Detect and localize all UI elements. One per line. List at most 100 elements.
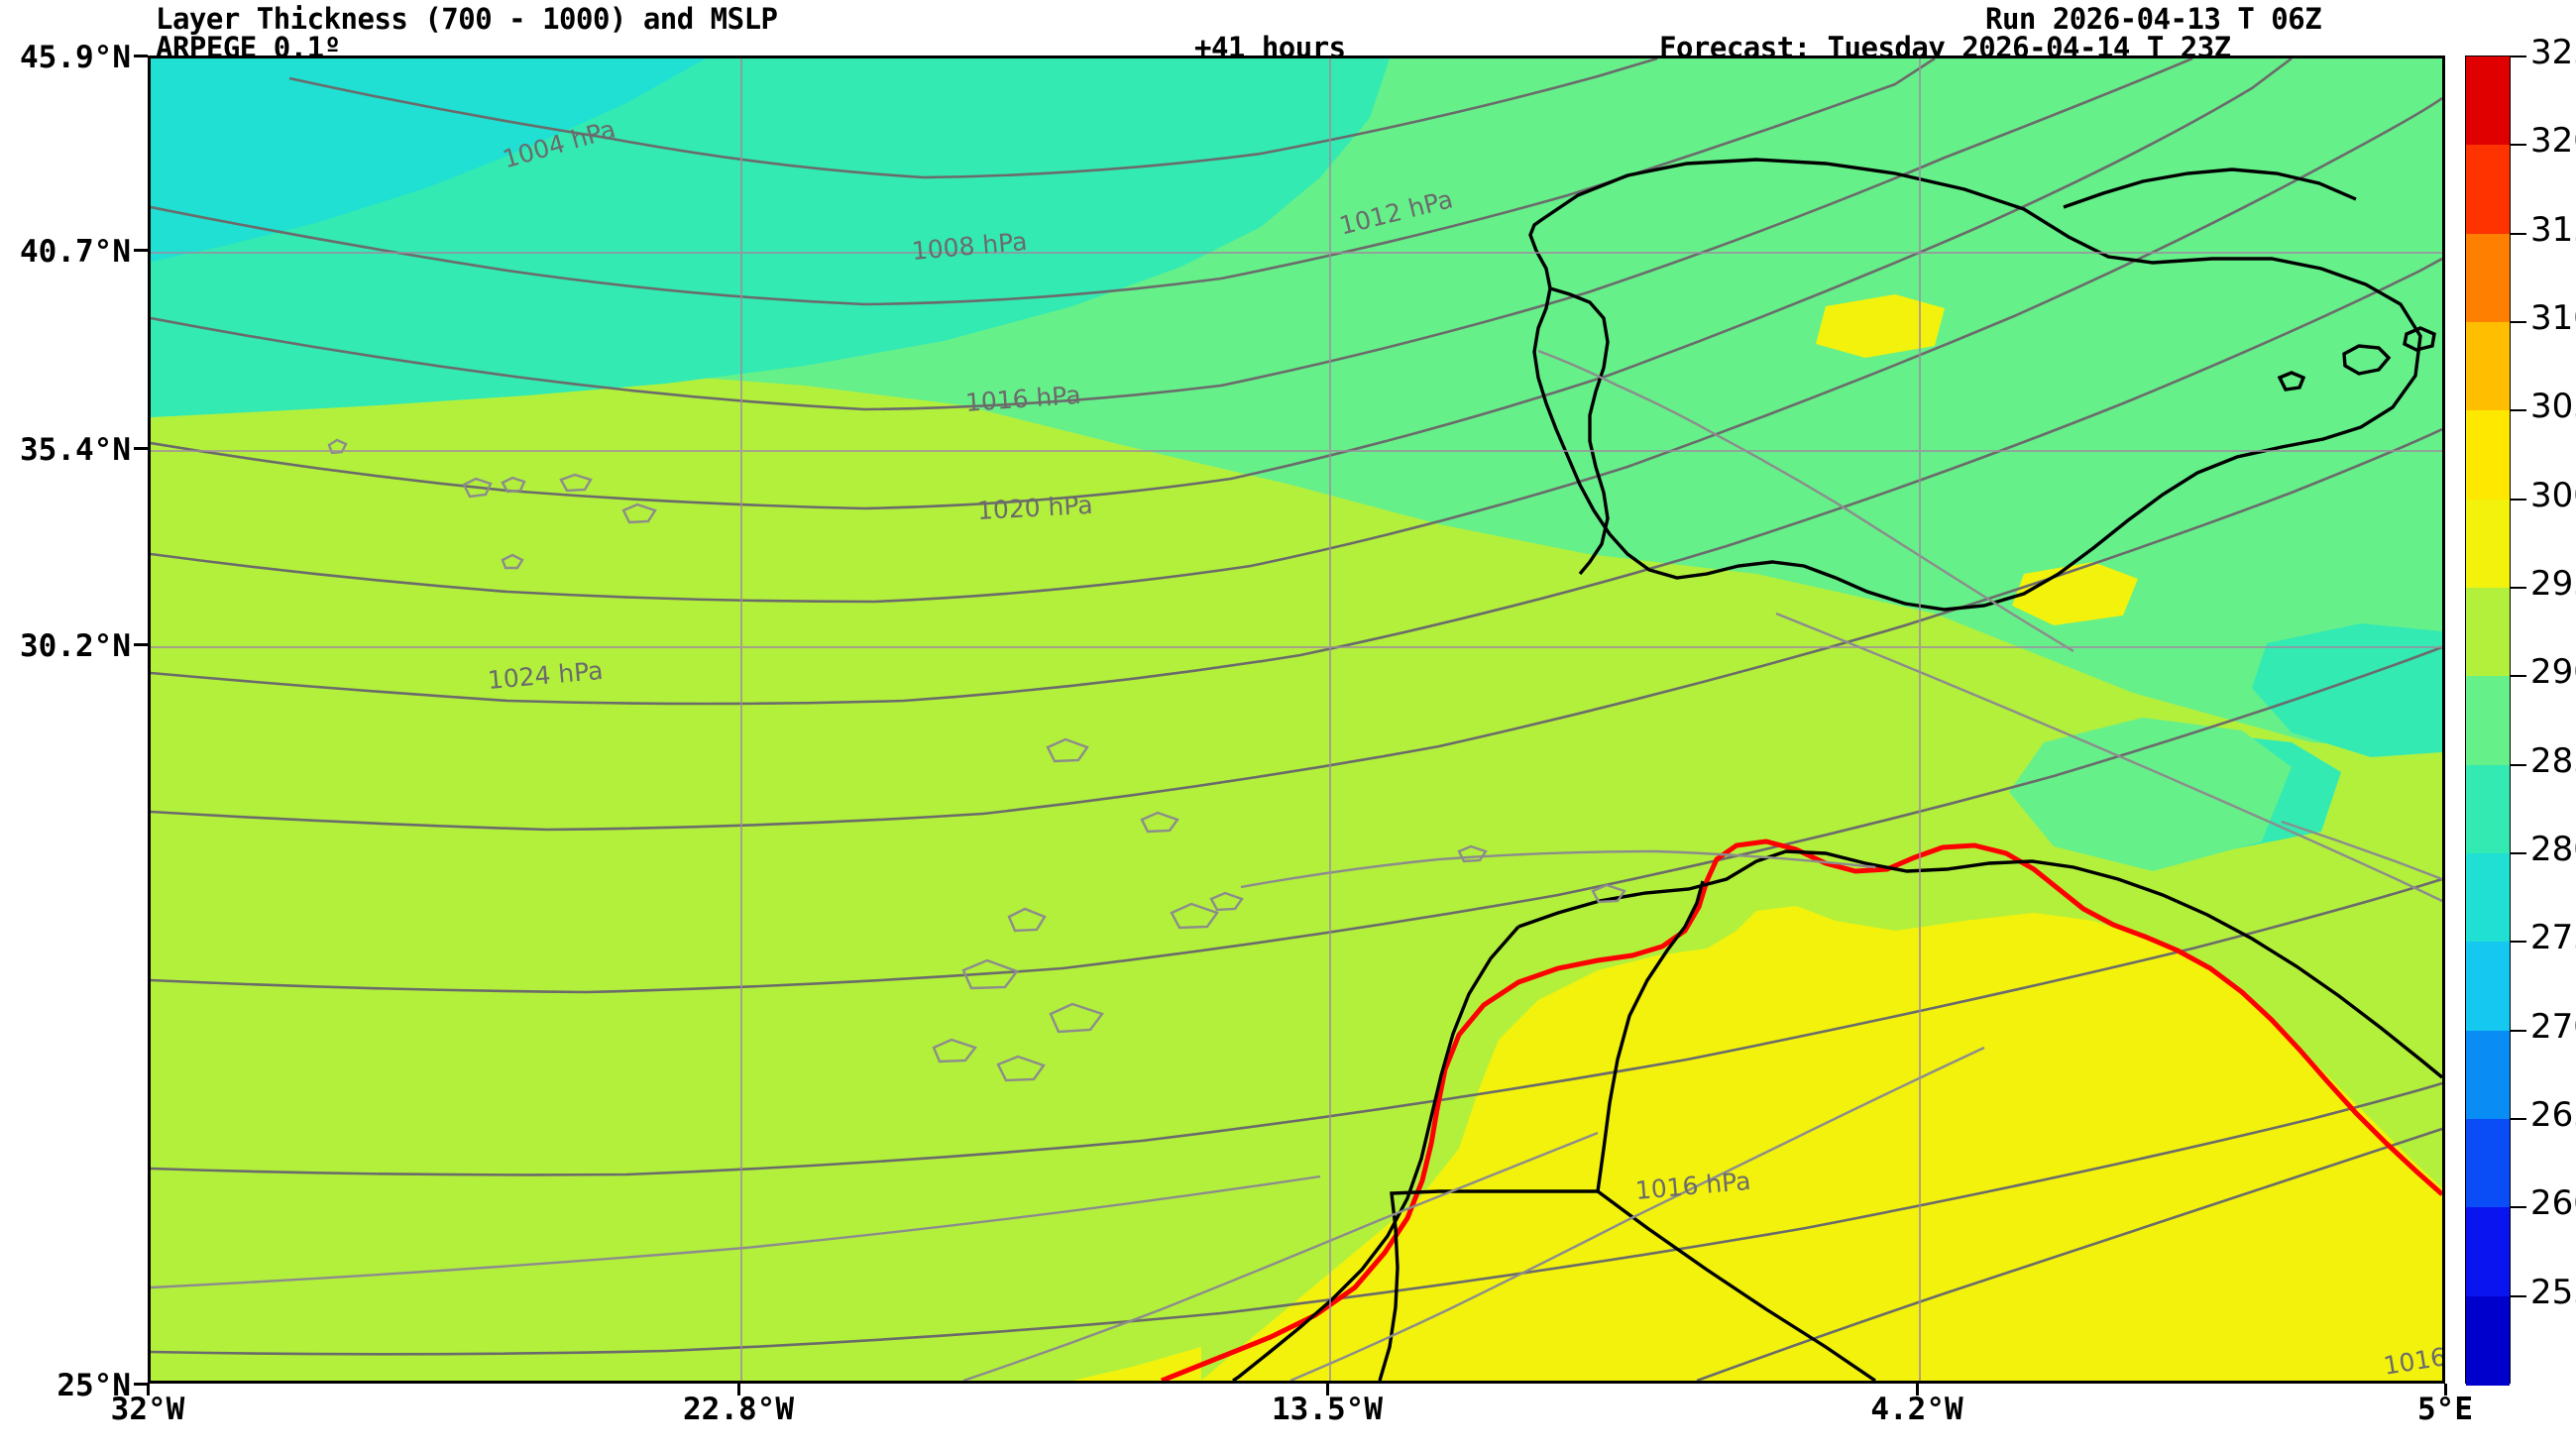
- lon-tick-mark: [737, 1384, 740, 1396]
- coast-morocco-atlantic: [1232, 925, 1520, 1381]
- coast-iberia: [1528, 158, 2422, 612]
- island-canary-6: [932, 1038, 977, 1063]
- colorbar-tick: [2511, 852, 2526, 854]
- colorbar-segment: [2466, 410, 2510, 501]
- colorbar-segment: [2466, 588, 2510, 677]
- run-timestamp: Run 2026-04-13 T 06Z: [1985, 2, 2322, 36]
- colorbar-segment: [2466, 322, 2510, 411]
- colorbar-tick: [2511, 763, 2526, 766]
- lat-tick-mark: [134, 447, 148, 450]
- island-canary-1: [1007, 907, 1047, 933]
- border-algeria-1: [1596, 1189, 1876, 1381]
- lat-lon-gridlines: [151, 58, 2442, 1381]
- colorbar-tick-label: 265: [2530, 1095, 2576, 1135]
- isobar-1004: [288, 58, 1658, 179]
- colorbar-tick: [2511, 1294, 2526, 1297]
- island-canary-5: [961, 958, 1019, 990]
- island-speck-6: [501, 553, 524, 570]
- gray-line-africa-2: [962, 1131, 1599, 1381]
- lat-tick-mark: [134, 249, 148, 252]
- colorbar-tick-label: 320: [2530, 121, 2576, 162]
- colorbar-tick: [2511, 498, 2526, 501]
- lat-tick-label: 40.7°N: [20, 234, 131, 270]
- colorbar-tick: [2511, 56, 2526, 57]
- colorbar-tick: [2511, 675, 2526, 678]
- gray-line-africa-3: [1240, 849, 1876, 889]
- colorbar-segment: [2466, 1030, 2510, 1120]
- gray-line-africa-1: [1289, 1046, 1985, 1381]
- colorbar-segment: [2466, 853, 2510, 943]
- island-small-8: [1591, 883, 1626, 904]
- lon-tick-label: 22.8°W: [683, 1392, 794, 1427]
- island-speck-3: [501, 476, 526, 494]
- isobar-1028: [151, 427, 2442, 832]
- coast-north-africa: [1517, 849, 2442, 1079]
- isobar-1024: [151, 257, 2442, 706]
- lon-tick-label: 5°E: [2417, 1392, 2473, 1427]
- colorbar-segment: [2466, 499, 2510, 589]
- coast-balearic-2: [2403, 326, 2436, 352]
- colorbar-segment: [2466, 1295, 2510, 1386]
- colorbar-tick: [2511, 941, 2526, 944]
- coast-biscay: [2063, 168, 2357, 209]
- coast-balearic-1: [2342, 344, 2392, 376]
- colorbar-tick-label: 285: [2530, 740, 2576, 781]
- island-speck-4: [559, 473, 593, 493]
- map-canvas: 1004 hPa 1008 hPa 1012 hPa 1016 hPa 1020 hPa…: [151, 58, 2442, 1381]
- colorbar-tick: [2511, 232, 2526, 235]
- isobar-1032: [151, 645, 2442, 994]
- isobar-extra1: [1696, 1127, 2442, 1381]
- colorbar-segment: [2466, 764, 2510, 854]
- thickness-contour-300dam: [1161, 838, 2442, 1381]
- fill-pocket-med-290: [2192, 366, 2442, 524]
- colorbar-tick-label: 290: [2530, 652, 2576, 693]
- island-speck-7: [1046, 737, 1089, 763]
- fill-pocket-iberia2-300: [2012, 562, 2138, 625]
- lon-tick-mark: [2444, 1384, 2447, 1396]
- colorbar-tick-label: 275: [2530, 918, 2576, 958]
- colorbar-tick-label: 260: [2530, 1183, 2576, 1224]
- colorbar-tick-label: 305: [2530, 387, 2576, 427]
- lat-tick-label: 35.4°N: [20, 432, 131, 468]
- isobar-1040: [151, 1081, 2442, 1356]
- fill-pocket-alboran-290: [2009, 718, 2292, 871]
- island-speck-5: [621, 503, 657, 524]
- fill-pocket-iberia-300: [1816, 294, 1945, 358]
- colorbar-tick-label: 300: [2530, 475, 2576, 515]
- colorbar-tick: [2511, 144, 2526, 147]
- fill-band-300-sw: [1072, 1347, 1201, 1381]
- lon-tick-label: 4.2°W: [1870, 1392, 1963, 1427]
- map-header: Layer Thickness (700 - 1000) and MSLP AR…: [0, 0, 2576, 64]
- colorbar-segment: [2466, 1119, 2510, 1208]
- lat-tick-label: 45.9°N: [20, 40, 131, 75]
- island-canary-4: [1049, 1002, 1104, 1034]
- lon-tick-label: 13.5°W: [1272, 1392, 1383, 1427]
- colorbar[interactable]: [2465, 56, 2511, 1386]
- border-portugal: [1549, 286, 1610, 576]
- lon-tick-mark: [1326, 1384, 1329, 1396]
- lat-tick-mark: [134, 55, 148, 57]
- fill-band-300: [1201, 906, 2442, 1381]
- lat-tick-label: 25°N: [56, 1368, 131, 1403]
- lon-tick-label: 32°W: [110, 1392, 185, 1427]
- colorbar-tick: [2511, 1206, 2526, 1209]
- lat-tick-mark: [134, 643, 148, 646]
- colorbar-segment: [2466, 233, 2510, 323]
- coastlines: [1232, 158, 2442, 1381]
- colorbar-tick: [2511, 1029, 2526, 1032]
- lat-tick-mark: [134, 1383, 148, 1386]
- gray-line-africa-4: [1775, 612, 2442, 903]
- colorbar-tick: [2511, 321, 2526, 323]
- lon-tick-mark: [147, 1384, 150, 1396]
- colorbar-segment: [2466, 1207, 2510, 1297]
- colorbar-tick: [2511, 587, 2526, 589]
- gray-line-atlantic: [151, 1174, 1321, 1289]
- colorbar-tick-label: 280: [2530, 830, 2576, 869]
- map-plot-area[interactable]: 1004 hPa 1008 hPa 1012 hPa 1016 hPa 1020 hPa…: [148, 56, 2445, 1384]
- island-madeira: [1140, 811, 1179, 834]
- island-speck-2: [462, 477, 493, 499]
- colorbar-tick: [2511, 409, 2526, 412]
- island-canary-3: [1209, 891, 1244, 912]
- colorbar-segment: [2466, 145, 2510, 235]
- gray-line-med: [2281, 820, 2442, 881]
